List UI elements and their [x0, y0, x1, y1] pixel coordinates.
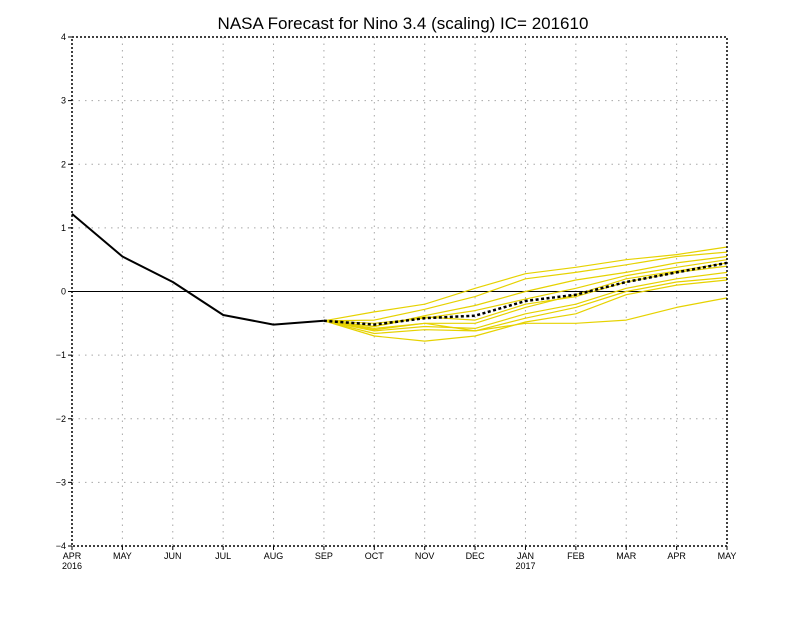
x-tick-label: FEB: [567, 551, 585, 561]
x-year-label: 2016: [62, 561, 82, 571]
x-tick-label: SEP: [315, 551, 333, 561]
x-tick-label: APR: [667, 551, 686, 561]
ensemble-member-line: [323, 271, 728, 332]
y-tick-label: 1: [61, 223, 66, 233]
y-tick-label: 3: [61, 96, 66, 106]
ensemble-member-line: [323, 279, 728, 342]
x-tick-label: JAN: [517, 551, 534, 561]
ensemble-member-line: [323, 276, 728, 335]
gridlines: [72, 37, 727, 546]
ensemble-member-line: [323, 251, 728, 322]
x-tick-label: AUG: [264, 551, 284, 561]
y-tick-label: 0: [61, 287, 66, 297]
ensemble-member-line: [323, 262, 728, 331]
y-tick-label: −3: [56, 477, 66, 487]
y-tick-label: 4: [61, 32, 66, 42]
y-tick-label: −2: [56, 414, 66, 424]
axis-ticks: APR MAY JUN JUL AUG SEP OCT NOV DEC JAN FEB MAR APR M…: [56, 32, 737, 571]
x-year-label: 2017: [515, 561, 535, 571]
y-tick-label: −1: [56, 350, 66, 360]
observed-line: [71, 213, 324, 326]
ensemble-member-line: [323, 246, 728, 322]
x-tick-label: DEC: [466, 551, 486, 561]
x-tick-label: MAR: [616, 551, 637, 561]
y-tick-label: −4: [56, 541, 66, 551]
x-tick-label: NOV: [415, 551, 435, 561]
ensemble-mean-line: [323, 261, 728, 326]
x-tick-label: JUL: [215, 551, 231, 561]
x-tick-label: JUN: [164, 551, 182, 561]
y-tick-label: 2: [61, 159, 66, 169]
ensemble-member-line: [323, 297, 728, 332]
plot-frame: [71, 36, 728, 547]
series-lines: [71, 213, 728, 342]
x-tick-label: MAY: [718, 551, 737, 561]
x-tick-label: APR: [63, 551, 82, 561]
x-tick-label: MAY: [113, 551, 132, 561]
x-tick-label: OCT: [365, 551, 385, 561]
chart-title: NASA Forecast for Nino 3.4 (scaling) IC=…: [218, 14, 589, 33]
